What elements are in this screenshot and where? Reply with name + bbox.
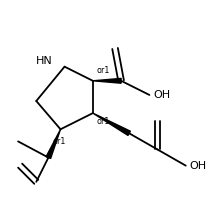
Text: or1: or1	[53, 137, 66, 146]
Polygon shape	[93, 113, 130, 135]
Text: or1: or1	[97, 66, 110, 75]
Text: OH: OH	[190, 161, 207, 171]
Polygon shape	[46, 129, 61, 159]
Text: OH: OH	[153, 90, 170, 100]
Text: HN: HN	[36, 56, 53, 66]
Polygon shape	[93, 78, 121, 83]
Text: or1: or1	[97, 117, 110, 126]
